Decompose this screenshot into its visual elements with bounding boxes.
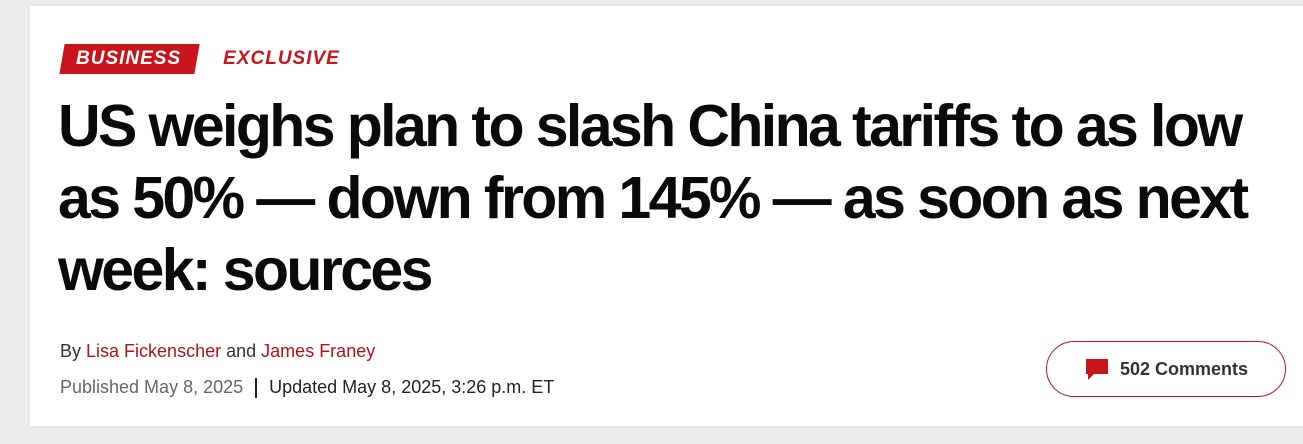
section-tag-label: BUSINESS [76, 48, 182, 69]
author-link-1[interactable]: Lisa Fickenscher [86, 341, 222, 361]
byline: By Lisa Fickenscher and James Franey [60, 341, 375, 362]
comments-count-label: 502 Comments [1119, 358, 1249, 379]
article-dates: Published May 8, 2025 Updated May 8, 202… [60, 377, 554, 398]
article-header-card: BUSINESS EXCLUSIVE US weighs plan to sla… [30, 6, 1303, 426]
comment-bubble-icon [1084, 356, 1110, 382]
byline-prefix: By [60, 341, 82, 361]
published-date: Published May 8, 2025 [60, 377, 244, 397]
author-link-2[interactable]: James Franey [261, 341, 376, 361]
byline-joiner: and [226, 341, 257, 361]
comments-button[interactable]: 502 Comments [1046, 341, 1286, 397]
section-tag-business[interactable]: BUSINESS [59, 44, 200, 74]
article-labels: BUSINESS EXCLUSIVE [59, 44, 340, 74]
updated-date: Updated May 8, 2025, 3:26 p.m. ET [269, 377, 555, 397]
date-separator [255, 377, 258, 398]
exclusive-tag: EXCLUSIVE [223, 48, 340, 69]
article-headline: US weighs plan to slash China tariffs to… [58, 93, 1249, 303]
